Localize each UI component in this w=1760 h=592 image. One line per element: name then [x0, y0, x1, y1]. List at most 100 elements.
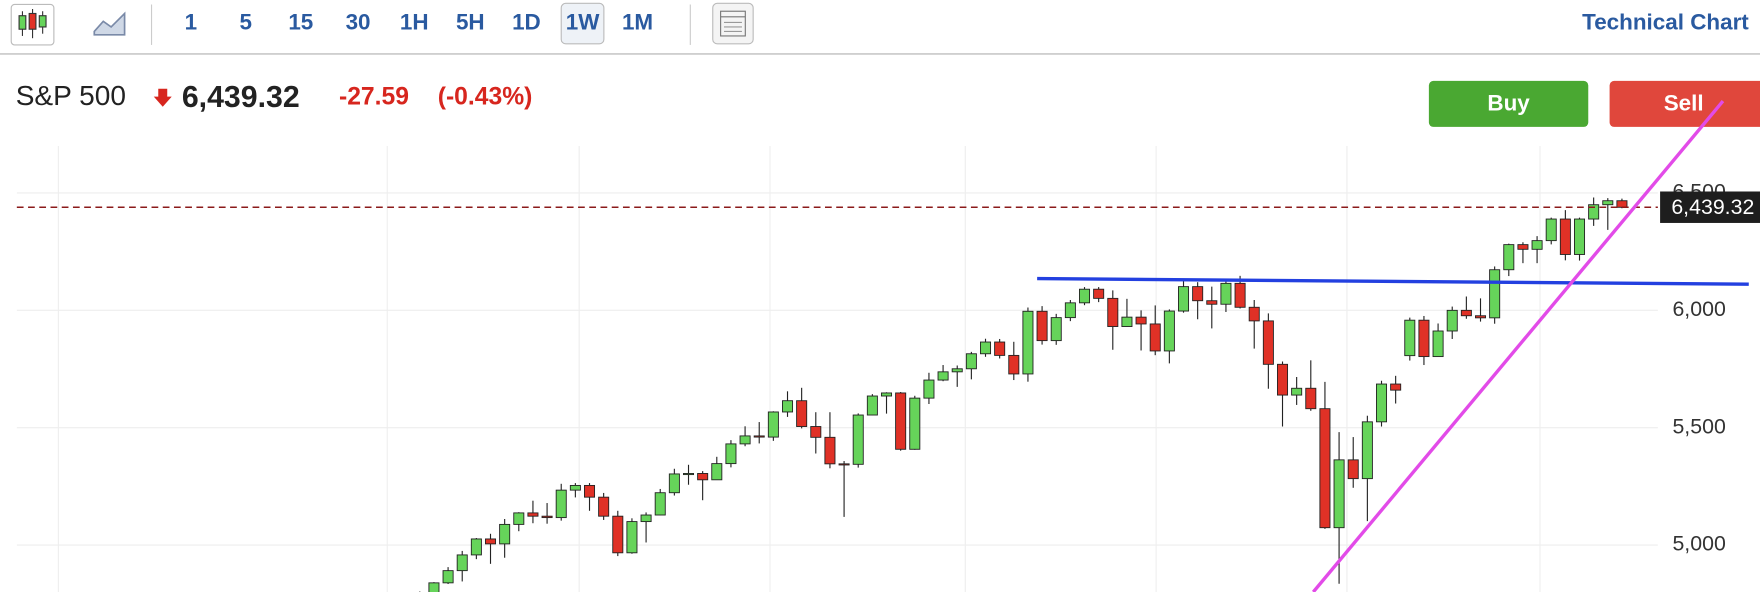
candle-body — [1347, 459, 1359, 480]
candle-body — [1361, 421, 1373, 480]
interval[interactable]: 1M — [622, 10, 653, 35]
interval[interactable]: 1D — [512, 10, 541, 35]
candle-body — [442, 570, 454, 584]
candle-body — [1248, 306, 1260, 322]
layout-button[interactable] — [712, 2, 754, 45]
interval[interactable]: 5 — [240, 10, 252, 35]
resistance-trendline[interactable] — [1037, 276, 1749, 286]
down-arrow — [153, 88, 172, 107]
candle-body — [824, 436, 836, 465]
candle-body — [584, 484, 596, 498]
candle-body — [909, 397, 921, 450]
y-tick-label: 5,500 — [1672, 414, 1725, 438]
candle-body — [1545, 218, 1557, 242]
candle-body — [1107, 297, 1119, 327]
toolbar: 1 5 15 30 1H 5H 1D 1W 1M Technical Chart — [0, 2, 1760, 55]
candle-body — [1022, 310, 1034, 375]
candle-body — [980, 341, 992, 355]
price-change-percent: (-0.43%) — [438, 83, 533, 110]
candle-body — [1559, 218, 1571, 255]
candle-body — [1503, 244, 1515, 271]
candle-body — [810, 426, 822, 438]
vertical-grid — [57, 146, 1541, 592]
candle-body — [1475, 315, 1487, 319]
candle-body — [697, 473, 709, 481]
candle-body — [485, 538, 497, 545]
candle-body — [1291, 387, 1303, 396]
candle-body — [937, 371, 949, 381]
candle-body — [1446, 309, 1458, 332]
price-line-group: 6,439.32 — [16, 191, 1760, 223]
candle-icon — [18, 8, 47, 39]
candle-body — [1460, 309, 1472, 317]
candle-body — [951, 368, 963, 373]
candle-body — [569, 484, 581, 491]
candle-body — [1418, 319, 1430, 358]
candle-body — [1376, 383, 1388, 423]
candle-body — [513, 512, 525, 525]
candle-body — [1206, 300, 1218, 305]
candle-body — [838, 463, 850, 466]
candle-body — [541, 515, 553, 519]
candle-body — [1192, 286, 1204, 302]
candles — [419, 197, 1628, 592]
price-change: -27.59 — [339, 83, 409, 110]
last-price: 6,439.32 — [182, 81, 300, 114]
active-interval-box — [560, 2, 605, 45]
candle-body — [1093, 288, 1105, 299]
candle-body — [1432, 330, 1444, 358]
interval[interactable]: 1W — [566, 10, 600, 35]
candle-body — [1404, 319, 1416, 357]
candle-body — [1064, 302, 1076, 319]
candle-body — [767, 411, 779, 438]
candle-body — [1305, 387, 1317, 410]
interval[interactable]: 5H — [456, 10, 485, 35]
instrument-name: S&P 500 — [16, 80, 126, 111]
candle-body — [654, 492, 666, 516]
interval[interactable]: 1 — [185, 10, 197, 35]
sell-label[interactable]: Sell — [1664, 90, 1704, 115]
candle-body — [796, 400, 808, 427]
candle-body — [1489, 269, 1501, 319]
candle-body — [626, 521, 638, 554]
candle-body — [725, 443, 737, 465]
candle-body — [994, 341, 1006, 356]
candle-body — [499, 523, 511, 545]
candle-body — [852, 414, 864, 465]
candle-body — [1121, 316, 1133, 327]
line-chart-button[interactable] — [93, 11, 126, 36]
candle-body — [1234, 282, 1246, 308]
support-trendline[interactable] — [1311, 100, 1725, 592]
buy-label[interactable]: Buy — [1487, 90, 1530, 115]
candle-body — [1277, 363, 1289, 396]
candle-body — [1262, 320, 1274, 365]
candle-body — [866, 395, 878, 416]
interval[interactable]: 30 — [346, 10, 371, 35]
candle-body — [711, 463, 723, 481]
candle-body — [923, 379, 935, 399]
candle-body — [668, 473, 680, 494]
toolbar-title[interactable]: Technical Chart — [1582, 10, 1749, 35]
candle-body — [1178, 286, 1190, 312]
candle-body — [456, 554, 468, 572]
interval[interactable]: 1H — [400, 10, 429, 35]
candle-body — [1319, 408, 1331, 529]
quote-row: S&P 500 6,439.32 -27.59 (-0.43%) Buy Sel… — [16, 80, 1760, 127]
candle-body — [1036, 310, 1048, 342]
interval[interactable]: 15 — [288, 10, 313, 35]
candle-body — [1163, 310, 1175, 352]
price-label-box — [1660, 191, 1760, 223]
candle-body — [1079, 288, 1091, 304]
candle-body — [1602, 200, 1614, 206]
candle-body — [1574, 218, 1586, 255]
candle-body — [470, 538, 482, 556]
candle-body — [1390, 383, 1402, 391]
candle-body — [555, 489, 567, 519]
sell-button[interactable]: Sell — [1609, 80, 1760, 127]
candle-body — [1008, 354, 1020, 375]
candle-body — [1135, 316, 1147, 325]
candle-body — [1517, 244, 1529, 250]
buy-button[interactable]: Buy — [1428, 80, 1589, 127]
